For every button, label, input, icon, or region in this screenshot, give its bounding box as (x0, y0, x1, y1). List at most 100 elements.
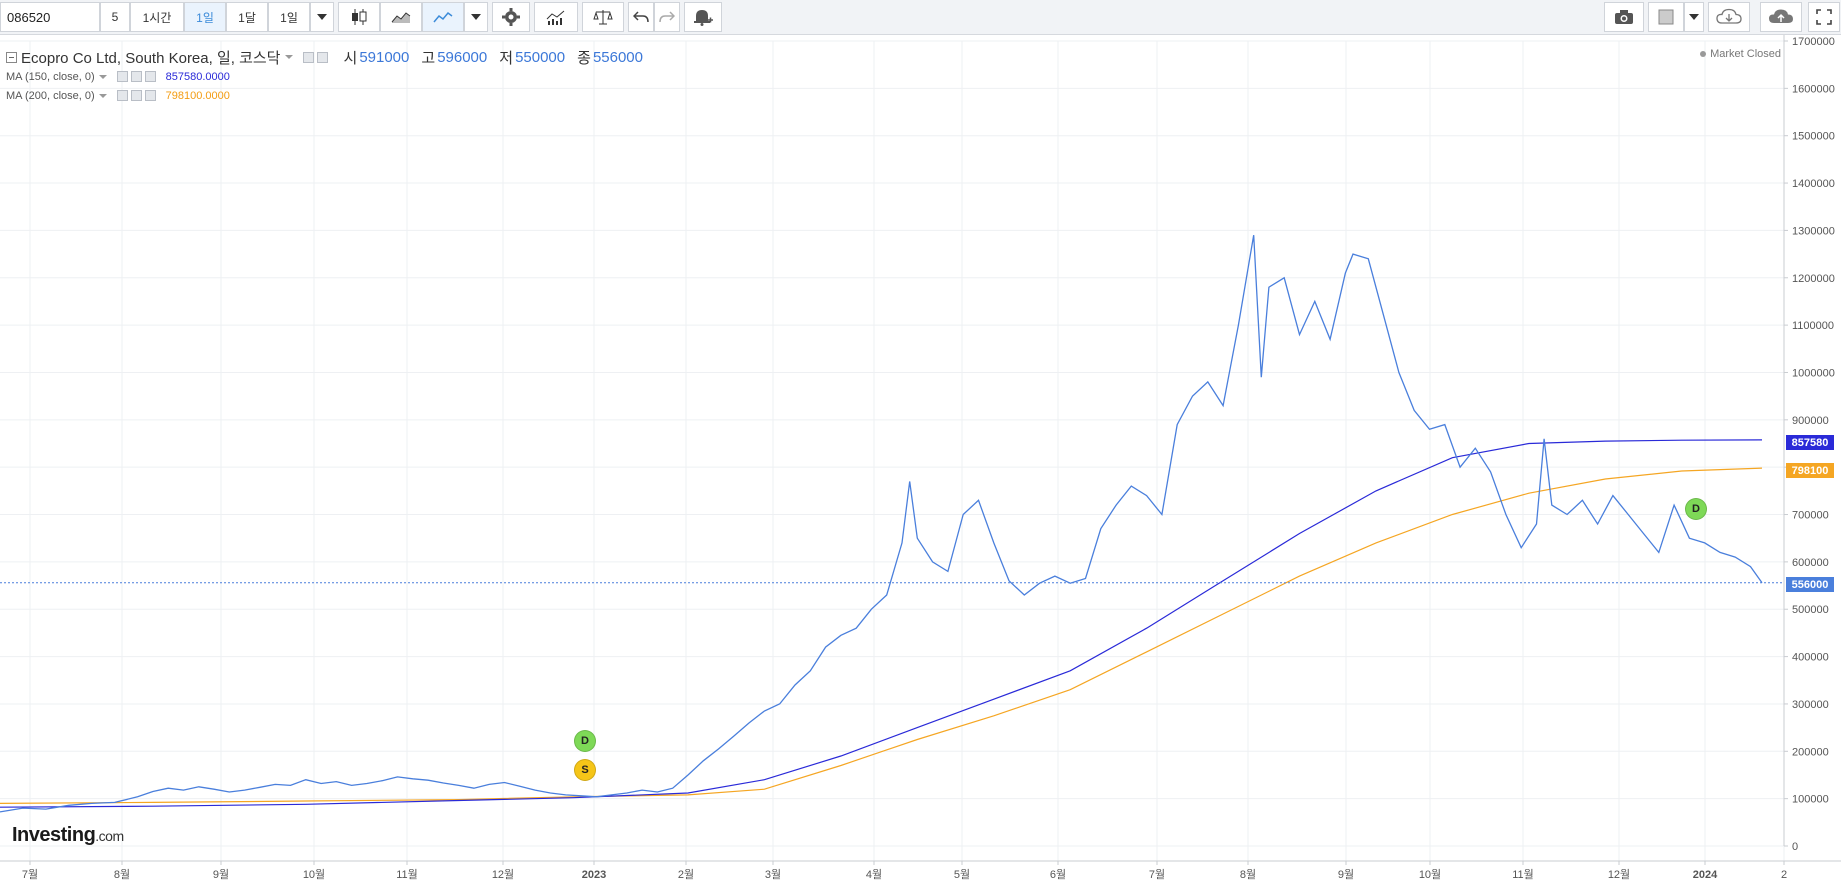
eye-icon[interactable] (302, 51, 314, 63)
legend-open-label: 시 (343, 49, 358, 67)
interval-5-button[interactable]: 5 (100, 2, 130, 32)
cloud-download-icon (1716, 8, 1742, 26)
undo-button[interactable] (628, 2, 654, 32)
x-tick-label: 8월 (114, 868, 130, 881)
add-alert-button[interactable] (684, 2, 722, 32)
x-tick-label: 11월 (1512, 868, 1534, 881)
toolbar: 086520 5 1시간 1일 1달 1일 (0, 0, 1841, 35)
x-tick-label: 9월 (1338, 868, 1354, 881)
y-tick-label: 1000000 (1792, 367, 1835, 379)
eye-icon[interactable] (116, 90, 128, 101)
interval-1month-button[interactable]: 1달 (226, 2, 268, 32)
collapse-icon[interactable] (6, 51, 17, 63)
split-badge[interactable]: S (574, 759, 596, 781)
close-icon[interactable] (144, 90, 156, 101)
settings-small-icon[interactable] (130, 71, 142, 82)
legend-high-value: 596000 (437, 48, 488, 66)
market-status: Market Closed (1700, 48, 1781, 60)
x-tick-label: 6월 (1050, 868, 1066, 881)
caret-down-icon[interactable] (98, 93, 107, 98)
y-tick-label: 500000 (1792, 604, 1829, 616)
dividend-badge[interactable]: D (574, 730, 596, 752)
settings-small-icon[interactable] (130, 90, 142, 101)
close-icon[interactable] (144, 71, 156, 82)
redo-button[interactable] (654, 2, 680, 32)
market-status-text: Market Closed (1710, 48, 1781, 60)
legend-ma200-value: 798100.0000 (165, 89, 230, 102)
y-tick-label: 300000 (1792, 699, 1829, 711)
redo-icon (659, 11, 675, 23)
y-tick-label: 1700000 (1792, 36, 1835, 48)
symbol-input[interactable]: 086520 (0, 2, 100, 32)
screenshot-button[interactable] (1604, 2, 1644, 32)
x-tick-label: 5월 (954, 868, 970, 881)
interval-1h-button[interactable]: 1시간 (130, 2, 184, 32)
ma200-line (0, 467, 1763, 804)
settings-small-icon[interactable] (316, 51, 328, 63)
x-tick-label: 3월 (765, 868, 781, 881)
y-tick-label: 1200000 (1792, 273, 1835, 285)
eye-icon[interactable] (116, 71, 128, 82)
y-tick-label: 700000 (1792, 510, 1829, 522)
chart-area[interactable]: 1700000 1600000 1500000 1400000 1300000 12000… (0, 35, 1841, 881)
x-tick-label: 2 (1781, 869, 1787, 881)
settings-button[interactable] (492, 2, 530, 32)
area-chart-button[interactable] (380, 2, 422, 32)
indicators-icon (546, 9, 566, 25)
y-tick-label: 200000 (1792, 746, 1829, 758)
dividend-badge[interactable]: D (1685, 498, 1707, 520)
cloud-download-button[interactable] (1708, 2, 1750, 32)
interval-1d-button[interactable]: 1일 (184, 2, 226, 32)
y-tick-label: 1300000 (1792, 225, 1835, 237)
y-tick-label: 1400000 (1792, 178, 1835, 190)
caret-down-icon[interactable] (284, 55, 293, 59)
chevron-down-icon (471, 14, 481, 20)
candlestick-chart-button[interactable] (338, 2, 380, 32)
legend-close-value: 556000 (592, 48, 643, 66)
logo-suffix: .com (95, 828, 124, 844)
x-tick-label: 8월 (1240, 868, 1256, 881)
x-tick-label: 11월 (396, 868, 418, 881)
indicators-button[interactable] (534, 2, 578, 32)
fullscreen-icon (1816, 9, 1832, 25)
ma150-price-tag: 857580 (1786, 435, 1834, 450)
legend-open-value: 591000 (359, 48, 410, 66)
x-tick-label: 9월 (213, 868, 229, 881)
interval-dropdown-button[interactable] (310, 2, 334, 32)
x-tick-label: 2024 (1693, 869, 1718, 881)
bell-plus-icon (693, 8, 713, 26)
legend-low-value: 550000 (515, 48, 566, 66)
y-tick-label: 1100000 (1792, 320, 1834, 332)
x-tick-label: 2023 (582, 869, 606, 881)
legend-high-label: 고 (421, 49, 436, 67)
chart-legend: Ecopro Co Ltd, South Korea, 일, 코스닥 시 591… (6, 47, 643, 105)
x-tick-label: 12월 (1608, 868, 1630, 881)
layout-dropdown-button[interactable] (1684, 2, 1704, 32)
price-line (0, 234, 1763, 813)
x-tick-label: 2월 (678, 868, 694, 881)
caret-down-icon[interactable] (98, 74, 107, 79)
legend-main-row: Ecopro Co Ltd, South Korea, 일, 코스닥 시 591… (6, 47, 643, 67)
last-price-tag: 556000 (1786, 577, 1834, 592)
gear-icon (502, 8, 520, 26)
compare-button[interactable] (582, 2, 624, 32)
square-icon (1658, 9, 1674, 25)
chart-type-dropdown-button[interactable] (464, 2, 488, 32)
line-chart-button[interactable] (422, 2, 464, 32)
layout-button[interactable] (1648, 2, 1684, 32)
x-tick-label: 4월 (866, 868, 882, 881)
legend-ma200-label: MA (200, close, 0) (6, 89, 95, 102)
price-chart[interactable]: 1700000 1600000 1500000 1400000 1300000 12000… (0, 35, 1841, 881)
fullscreen-button[interactable] (1808, 2, 1840, 32)
status-dot-icon (1700, 51, 1707, 57)
cloud-upload-button[interactable] (1760, 2, 1802, 32)
legend-symbol-title: Ecopro Co Ltd, South Korea, 일, 코스닥 (21, 49, 281, 67)
line-chart-icon (433, 10, 453, 24)
legend-ma200-row: MA (200, close, 0) 798100.0000 (6, 86, 643, 105)
camera-icon (1614, 9, 1634, 25)
logo-name: Investing (12, 824, 96, 846)
chevron-down-icon (317, 14, 327, 20)
interval-1d-alt-button[interactable]: 1일 (268, 2, 310, 32)
y-tick-label: 400000 (1792, 652, 1829, 664)
